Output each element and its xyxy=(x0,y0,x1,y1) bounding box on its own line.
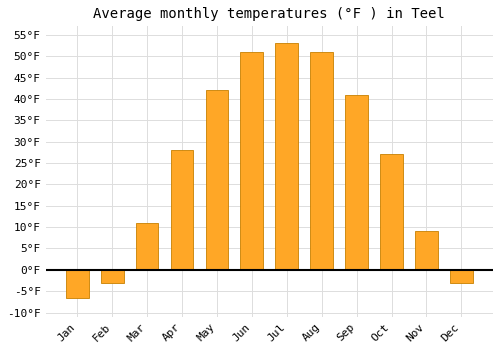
Bar xyxy=(170,150,194,270)
Bar xyxy=(346,94,368,270)
Bar xyxy=(450,270,472,282)
Bar xyxy=(240,52,263,270)
Bar xyxy=(276,43,298,270)
Bar xyxy=(136,223,158,270)
Bar xyxy=(66,270,88,298)
Bar xyxy=(206,90,229,270)
Bar xyxy=(101,270,124,282)
Title: Average monthly temperatures (°F ) in Teel: Average monthly temperatures (°F ) in Te… xyxy=(94,7,445,21)
Bar xyxy=(415,231,438,270)
Bar xyxy=(310,52,333,270)
Bar xyxy=(380,154,403,270)
